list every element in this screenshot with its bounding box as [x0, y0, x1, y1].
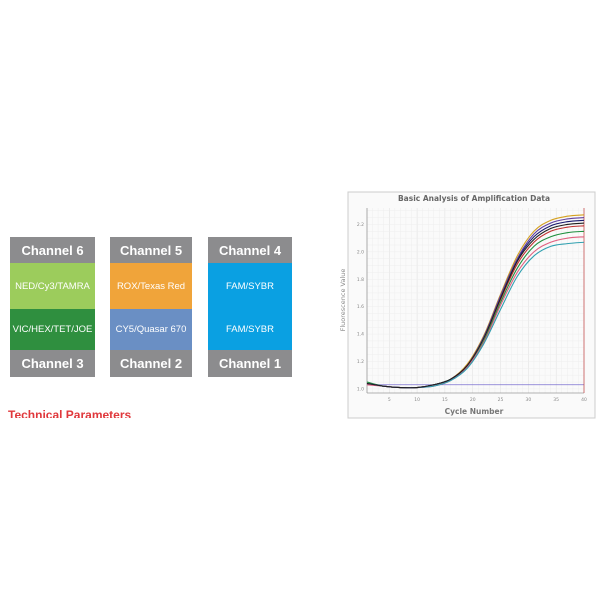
amplification-chart: Basic Analysis of Amplification Data Cyc…	[339, 191, 596, 419]
x-axis-label: Cycle Number	[445, 407, 504, 416]
y-tick-label: 2.0	[357, 249, 364, 255]
y-tick-label: 2.2	[357, 222, 364, 228]
y-tick-label: 1.8	[357, 277, 364, 283]
x-tick-label: 10	[414, 397, 420, 403]
chart-title: Basic Analysis of Amplification Data	[398, 194, 550, 203]
dye-cell: FAM/SYBR	[208, 263, 292, 309]
dye-cell: CY5/Quasar 670	[110, 309, 192, 350]
channel-header: Channel 4	[208, 237, 292, 263]
dye-cell: ROX/Texas Red	[110, 263, 192, 309]
x-tick-label: 30	[525, 397, 531, 403]
y-tick-label: 1.0	[357, 386, 364, 392]
dye-cell: VIC/HEX/TET/JOE	[10, 309, 95, 350]
dye-cell: FAM/SYBR	[208, 309, 292, 350]
amplification-curve	[366, 222, 585, 389]
x-tick-label: 35	[553, 397, 559, 403]
y-tick-label: 1.4	[357, 332, 364, 338]
channel-header: Channel 2	[110, 350, 192, 377]
x-tick-label: 40	[581, 397, 587, 403]
section-heading: Technical Parameters	[8, 408, 132, 418]
x-tick-label: 20	[470, 397, 476, 403]
y-tick-label: 1.6	[357, 304, 364, 310]
channel-header: Channel 5	[110, 237, 192, 263]
channel-header: Channel 1	[208, 350, 292, 377]
y-tick-label: 1.2	[357, 359, 364, 365]
channel-header: Channel 3	[10, 350, 95, 377]
channel-header: Channel 6	[10, 237, 95, 263]
x-tick-label: 25	[498, 397, 504, 403]
dye-cell: NED/Cy3/TAMRA	[10, 263, 95, 309]
y-axis-label: Fluorescence Value	[339, 269, 347, 332]
x-tick-label: 15	[442, 397, 448, 403]
x-tick-label: 5	[388, 397, 391, 403]
